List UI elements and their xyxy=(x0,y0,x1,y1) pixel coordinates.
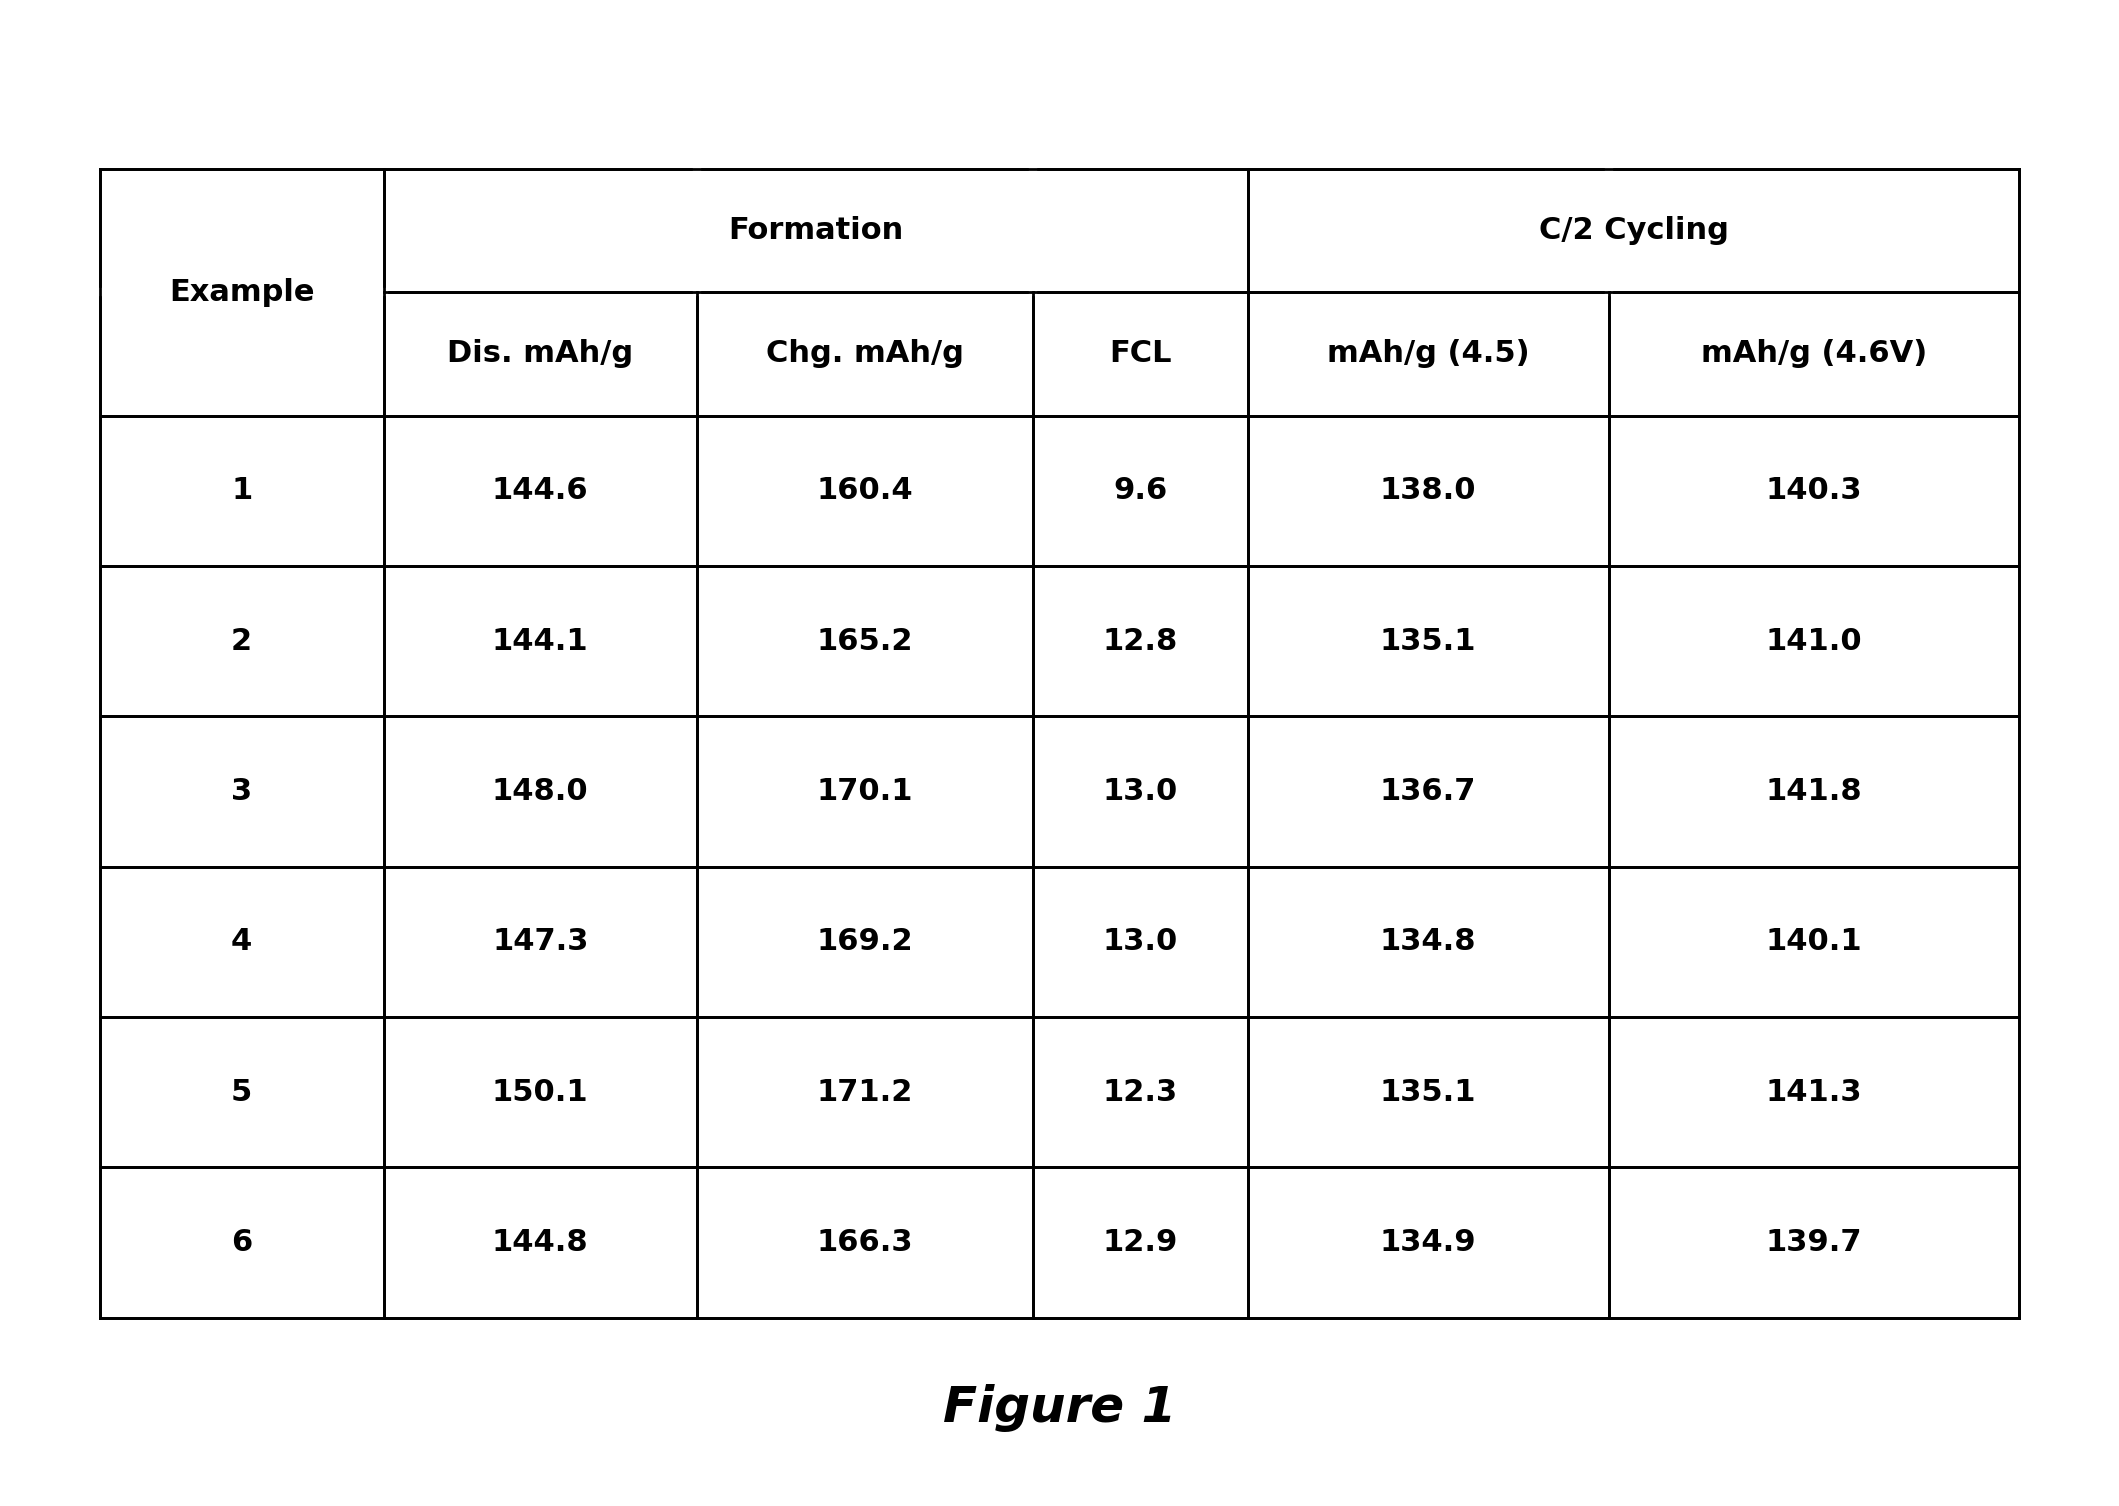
Text: 134.9: 134.9 xyxy=(1379,1227,1477,1258)
Text: 144.6: 144.6 xyxy=(492,476,589,506)
Text: 4: 4 xyxy=(231,928,252,956)
Text: 148.0: 148.0 xyxy=(492,777,589,806)
Text: 170.1: 170.1 xyxy=(816,777,913,806)
Text: 12.3: 12.3 xyxy=(1102,1078,1178,1107)
Text: Figure 1: Figure 1 xyxy=(943,1384,1176,1432)
Text: mAh/g (4.6V): mAh/g (4.6V) xyxy=(1702,339,1926,369)
Text: 150.1: 150.1 xyxy=(492,1078,589,1107)
Text: 12.8: 12.8 xyxy=(1102,626,1178,655)
Text: 144.8: 144.8 xyxy=(492,1227,589,1258)
Bar xyxy=(100,169,2019,1318)
Text: 135.1: 135.1 xyxy=(1379,626,1477,655)
Text: 1: 1 xyxy=(231,476,252,506)
Text: 6: 6 xyxy=(231,1227,252,1258)
Text: 160.4: 160.4 xyxy=(816,476,913,506)
Text: 134.8: 134.8 xyxy=(1379,928,1477,956)
Text: 169.2: 169.2 xyxy=(816,928,913,956)
Text: Dis. mAh/g: Dis. mAh/g xyxy=(447,339,634,369)
Text: 141.0: 141.0 xyxy=(1765,626,1863,655)
Text: mAh/g (4.5): mAh/g (4.5) xyxy=(1326,339,1530,369)
Text: 13.0: 13.0 xyxy=(1102,928,1178,956)
Text: 165.2: 165.2 xyxy=(816,626,913,655)
Text: 140.3: 140.3 xyxy=(1765,476,1863,506)
Text: 12.9: 12.9 xyxy=(1102,1227,1178,1258)
Text: 2: 2 xyxy=(231,626,252,655)
Text: 140.1: 140.1 xyxy=(1765,928,1863,956)
Text: C/2 Cycling: C/2 Cycling xyxy=(1538,215,1729,245)
Text: 141.3: 141.3 xyxy=(1765,1078,1863,1107)
Text: 138.0: 138.0 xyxy=(1379,476,1477,506)
Text: FCL: FCL xyxy=(1108,339,1172,369)
Text: 3: 3 xyxy=(231,777,252,806)
Text: 9.6: 9.6 xyxy=(1112,476,1168,506)
Text: 13.0: 13.0 xyxy=(1102,777,1178,806)
Text: 139.7: 139.7 xyxy=(1765,1227,1863,1258)
Text: Chg. mAh/g: Chg. mAh/g xyxy=(765,339,964,369)
Text: 171.2: 171.2 xyxy=(816,1078,913,1107)
Text: 144.1: 144.1 xyxy=(492,626,589,655)
Text: 5: 5 xyxy=(231,1078,252,1107)
Text: 135.1: 135.1 xyxy=(1379,1078,1477,1107)
Text: 141.8: 141.8 xyxy=(1765,777,1863,806)
Text: 147.3: 147.3 xyxy=(492,928,589,956)
Text: 136.7: 136.7 xyxy=(1379,777,1477,806)
Text: Example: Example xyxy=(170,277,314,307)
Text: Formation: Formation xyxy=(729,215,903,245)
Text: 166.3: 166.3 xyxy=(816,1227,913,1258)
